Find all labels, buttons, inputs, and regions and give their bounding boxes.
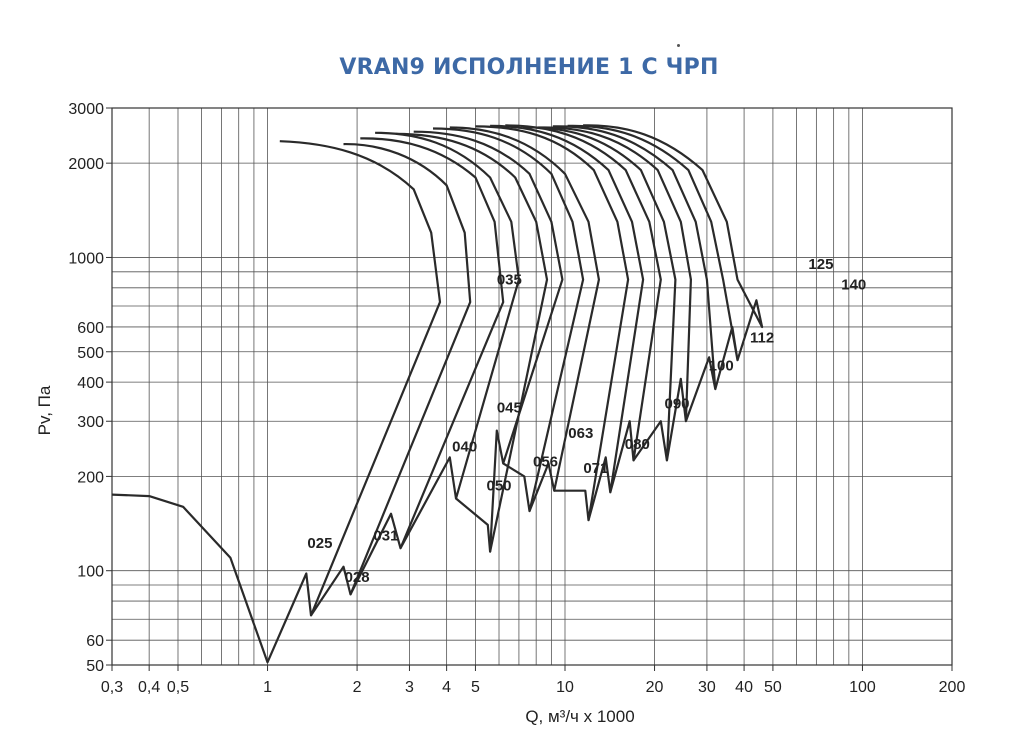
curve-label-025: 025 (307, 535, 332, 552)
curve-label-140: 140 (841, 277, 866, 294)
x-tick-label: 50 (764, 679, 782, 696)
y-axis-label: Pv, Па (35, 385, 54, 435)
x-tick-label: 20 (646, 679, 664, 696)
grid (106, 107, 953, 671)
curve-140 (583, 124, 764, 361)
x-tick-label: 200 (939, 679, 966, 696)
curve-071 (490, 124, 645, 521)
curve-125 (567, 124, 739, 390)
y-tick-label: 600 (77, 320, 104, 337)
curve-label-050: 050 (486, 478, 511, 495)
curve-112 (552, 125, 717, 422)
curve-label-035: 035 (497, 271, 522, 288)
tick-labels: 0,3 0,4 0,5 1 2 3 4 5 10 20 30 40 50 100 200 50 60 100 200… (68, 101, 965, 696)
x-tick-label: 30 (698, 679, 716, 696)
curve-label-056: 056 (533, 454, 558, 471)
curves (111, 124, 764, 664)
curve-label-112: 112 (750, 330, 774, 347)
curve-labels: 025 028 031 035 040 045 050 056 063 071 080 090 100 1… (307, 256, 866, 586)
curve-040 (395, 132, 549, 553)
curve-label-100: 100 (709, 358, 734, 375)
y-tick-label: 200 (77, 469, 104, 486)
x-tick-label: 2 (353, 679, 362, 696)
x-tick-label: 1 (263, 679, 272, 696)
x-tick-label: 5 (471, 679, 480, 696)
y-tick-label: 60 (86, 633, 104, 650)
chart-title: VRAN9 ИСПОЛНЕНИЕ 1 С ЧРП (339, 55, 719, 80)
curve-056 (449, 126, 600, 512)
curve-090 (522, 126, 677, 462)
curve-label-125: 125 (808, 256, 833, 273)
y-tick-label: 1000 (68, 250, 104, 267)
x-tick-label: 0,4 (138, 679, 160, 696)
x-tick-label: 40 (735, 679, 753, 696)
y-tick-label: 100 (77, 564, 104, 581)
x-tick-label: 100 (849, 679, 876, 696)
y-tick-label: 400 (77, 375, 104, 392)
x-axis-label: Q, м³/ч x 1000 (525, 707, 634, 726)
y-tick-label: 3000 (68, 101, 104, 118)
y-tick-label: 50 (86, 658, 104, 675)
curve-063 (475, 125, 630, 522)
y-tick-label: 500 (77, 345, 104, 362)
curve-050 (432, 127, 585, 513)
x-tick-label: 3 (405, 679, 414, 696)
curve-label-028: 028 (345, 569, 370, 586)
curve-045 (413, 130, 564, 552)
y-tick-label: 2000 (68, 156, 104, 173)
curve-031 (349, 137, 505, 595)
plot-frame (111, 107, 953, 666)
curve-025 (111, 140, 442, 664)
x-tick-label: 4 (442, 679, 451, 696)
curve-label-080: 080 (625, 436, 650, 453)
x-tick-label: 10 (556, 679, 574, 696)
y-tick-label: 300 (77, 414, 104, 431)
curve-label-031: 031 (373, 527, 398, 544)
title-dot (677, 44, 680, 47)
curve-100 (537, 126, 692, 461)
curve-label-090: 090 (664, 395, 689, 412)
curve-label-040: 040 (452, 439, 477, 456)
curve-label-071: 071 (583, 460, 608, 477)
x-tick-label: 0,5 (167, 679, 189, 696)
curve-028 (310, 142, 472, 617)
x-tick-label: 0,3 (101, 679, 123, 696)
curve-label-063: 063 (568, 425, 593, 442)
curve-label-045: 045 (497, 399, 522, 416)
